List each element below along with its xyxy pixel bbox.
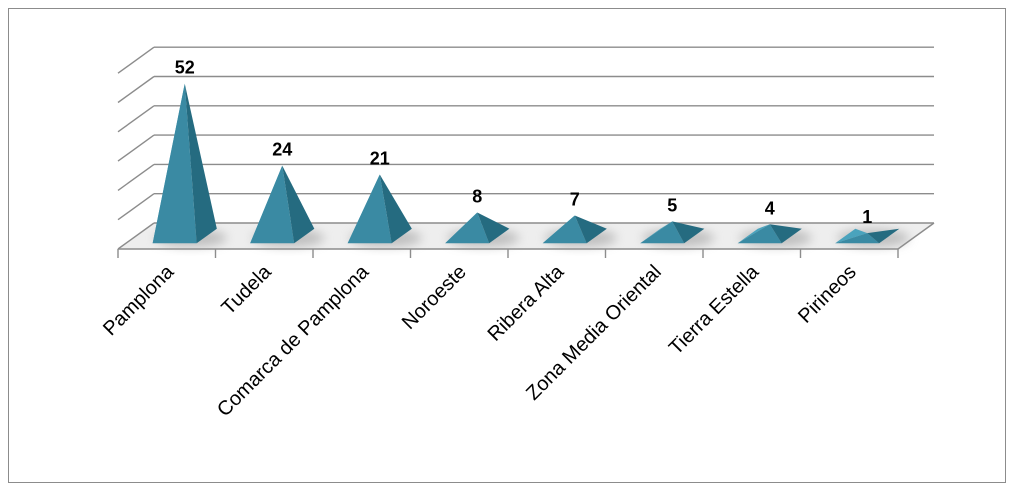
gridline-side	[118, 194, 154, 220]
pyramid-tudela	[250, 166, 324, 247]
category-label: Tudela	[218, 260, 277, 319]
data-label: 24	[272, 140, 292, 160]
chart-floor	[118, 223, 934, 249]
data-label: 1	[862, 207, 872, 227]
category-label: Noroeste	[398, 261, 471, 334]
floor-plane	[118, 223, 934, 249]
data-label: 52	[175, 58, 195, 78]
pyramid-face-front	[153, 84, 197, 244]
data-label: 4	[765, 198, 775, 218]
x-axis	[118, 249, 898, 258]
data-label: 8	[472, 187, 482, 207]
gridline-side	[118, 77, 154, 103]
gridlines	[118, 47, 934, 249]
gridline-side	[118, 135, 154, 161]
gridline-side	[118, 164, 154, 190]
data-label: 5	[667, 195, 677, 215]
gridline-side	[118, 47, 154, 73]
category-label: Pirineos	[794, 261, 861, 328]
data-label: 21	[370, 148, 390, 168]
gridline-side	[118, 106, 154, 132]
data-label: 7	[570, 189, 580, 209]
category-label: Tierra Estella	[665, 260, 764, 359]
category-label: Ribera Alta	[484, 260, 569, 345]
category-label: Pamplona	[99, 260, 179, 340]
pyramid-comarca-de-pamplona	[348, 174, 422, 247]
